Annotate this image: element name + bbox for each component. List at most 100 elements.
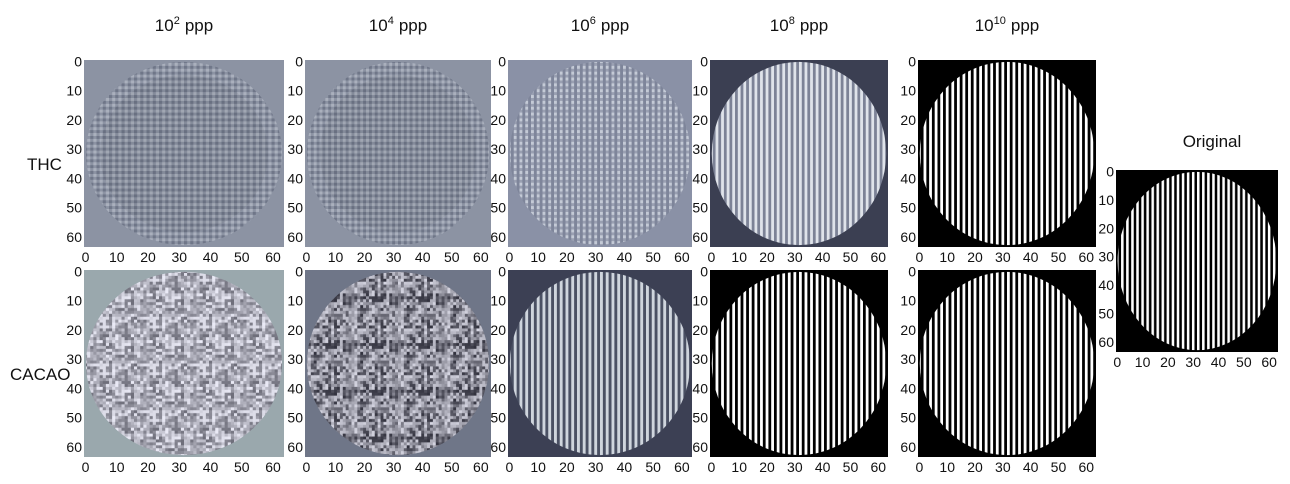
x-tick-label: 10 [939,249,955,265]
y-tick-label: 0 [908,53,916,69]
y-tick-label: 10 [900,83,916,99]
x-tick-label: 40 [415,249,431,265]
x-tick-label: 30 [787,249,803,265]
x-tick-label: 60 [1078,459,1094,475]
y-tick-label: 0 [498,53,506,69]
x-tick-label: 30 [588,249,604,265]
x-tick-label: 10 [1135,354,1151,370]
y-tick-label: 0 [700,53,708,69]
y-tick-label: 30 [490,141,506,157]
x-tick-label: 60 [870,459,886,475]
x-tick-label: 60 [265,459,281,475]
y-tick-label: 60 [287,229,303,245]
x-tick-label: 10 [530,249,546,265]
y-tick-label: 50 [66,410,82,426]
x-tick-label: 40 [1023,459,1039,475]
y-tick-label: 10 [490,83,506,99]
disc-pattern [307,272,489,455]
x-tick-label: 50 [843,249,859,265]
y-tick-label: 40 [287,380,303,396]
y-tick-label: 50 [287,200,303,216]
y-tick-label: 40 [1098,277,1114,293]
y-tick-label: 60 [900,229,916,245]
x-tick-label: 0 [82,459,90,475]
y-tick-label: 60 [1098,334,1114,350]
y-tick-label: 60 [490,439,506,455]
y-tick-label: 10 [66,293,82,309]
y-tick-label: 30 [66,141,82,157]
x-tick-label: 40 [203,459,219,475]
y-tick-label: 50 [490,200,506,216]
row-label: THC [27,155,62,174]
y-tick-label: 10 [1098,192,1114,208]
y-tick-label: 30 [692,351,708,367]
x-tick-label: 20 [140,459,156,475]
y-tick-label: 60 [66,439,82,455]
y-tick-label: 60 [490,229,506,245]
y-tick-label: 40 [66,170,82,186]
x-tick-label: 20 [759,249,775,265]
x-tick-label: 40 [617,459,633,475]
disc-pattern [920,272,1094,455]
y-tick-label: 10 [490,293,506,309]
disc-overlay [320,75,476,232]
x-tick-label: 20 [1160,354,1176,370]
y-tick-label: 40 [900,170,916,186]
y-tick-label: 10 [287,293,303,309]
y-tick-label: 20 [490,112,506,128]
image-panel: 00101020203030404050506060 [1098,163,1278,370]
x-tick-label: 40 [617,249,633,265]
x-tick-label: 10 [731,249,747,265]
y-tick-label: 60 [66,229,82,245]
x-tick-label: 50 [1051,249,1067,265]
y-tick-label: 40 [66,380,82,396]
x-tick-label: 20 [967,249,983,265]
x-tick-label: 10 [328,249,344,265]
y-tick-label: 20 [692,112,708,128]
x-tick-label: 10 [939,459,955,475]
x-tick-label: 30 [172,459,188,475]
x-tick-label: 20 [357,459,373,475]
x-tick-label: 50 [444,459,460,475]
x-tick-label: 60 [473,249,489,265]
y-tick-label: 50 [287,410,303,426]
original-title: Original [1183,132,1242,151]
y-tick-label: 0 [700,263,708,279]
y-tick-label: 20 [287,112,303,128]
x-tick-label: 0 [506,249,514,265]
x-tick-label: 50 [234,249,250,265]
y-tick-label: 0 [908,263,916,279]
x-tick-label: 10 [328,459,344,475]
y-tick-label: 20 [900,112,916,128]
y-tick-label: 20 [900,322,916,338]
y-tick-label: 40 [900,380,916,396]
x-tick-label: 0 [707,249,715,265]
y-tick-label: 10 [287,83,303,99]
y-tick-label: 50 [900,410,916,426]
x-tick-label: 40 [815,459,831,475]
x-tick-label: 50 [843,459,859,475]
x-tick-label: 60 [473,459,489,475]
y-tick-label: 40 [692,380,708,396]
x-tick-label: 50 [645,459,661,475]
figure: 102ppp104ppp106ppp108ppp1010pppTHC001010… [0,0,1290,479]
disc-overlay [100,75,268,232]
x-tick-label: 40 [815,249,831,265]
y-tick-label: 40 [692,170,708,186]
y-tick-label: 30 [900,351,916,367]
y-tick-label: 40 [490,380,506,396]
disc-pattern [510,272,690,455]
image-panel: 00101020203030404050506060 [287,263,491,475]
x-tick-label: 30 [172,249,188,265]
x-tick-label: 40 [1023,249,1039,265]
y-tick-label: 30 [287,141,303,157]
y-tick-label: 30 [900,141,916,157]
x-tick-label: 20 [140,249,156,265]
